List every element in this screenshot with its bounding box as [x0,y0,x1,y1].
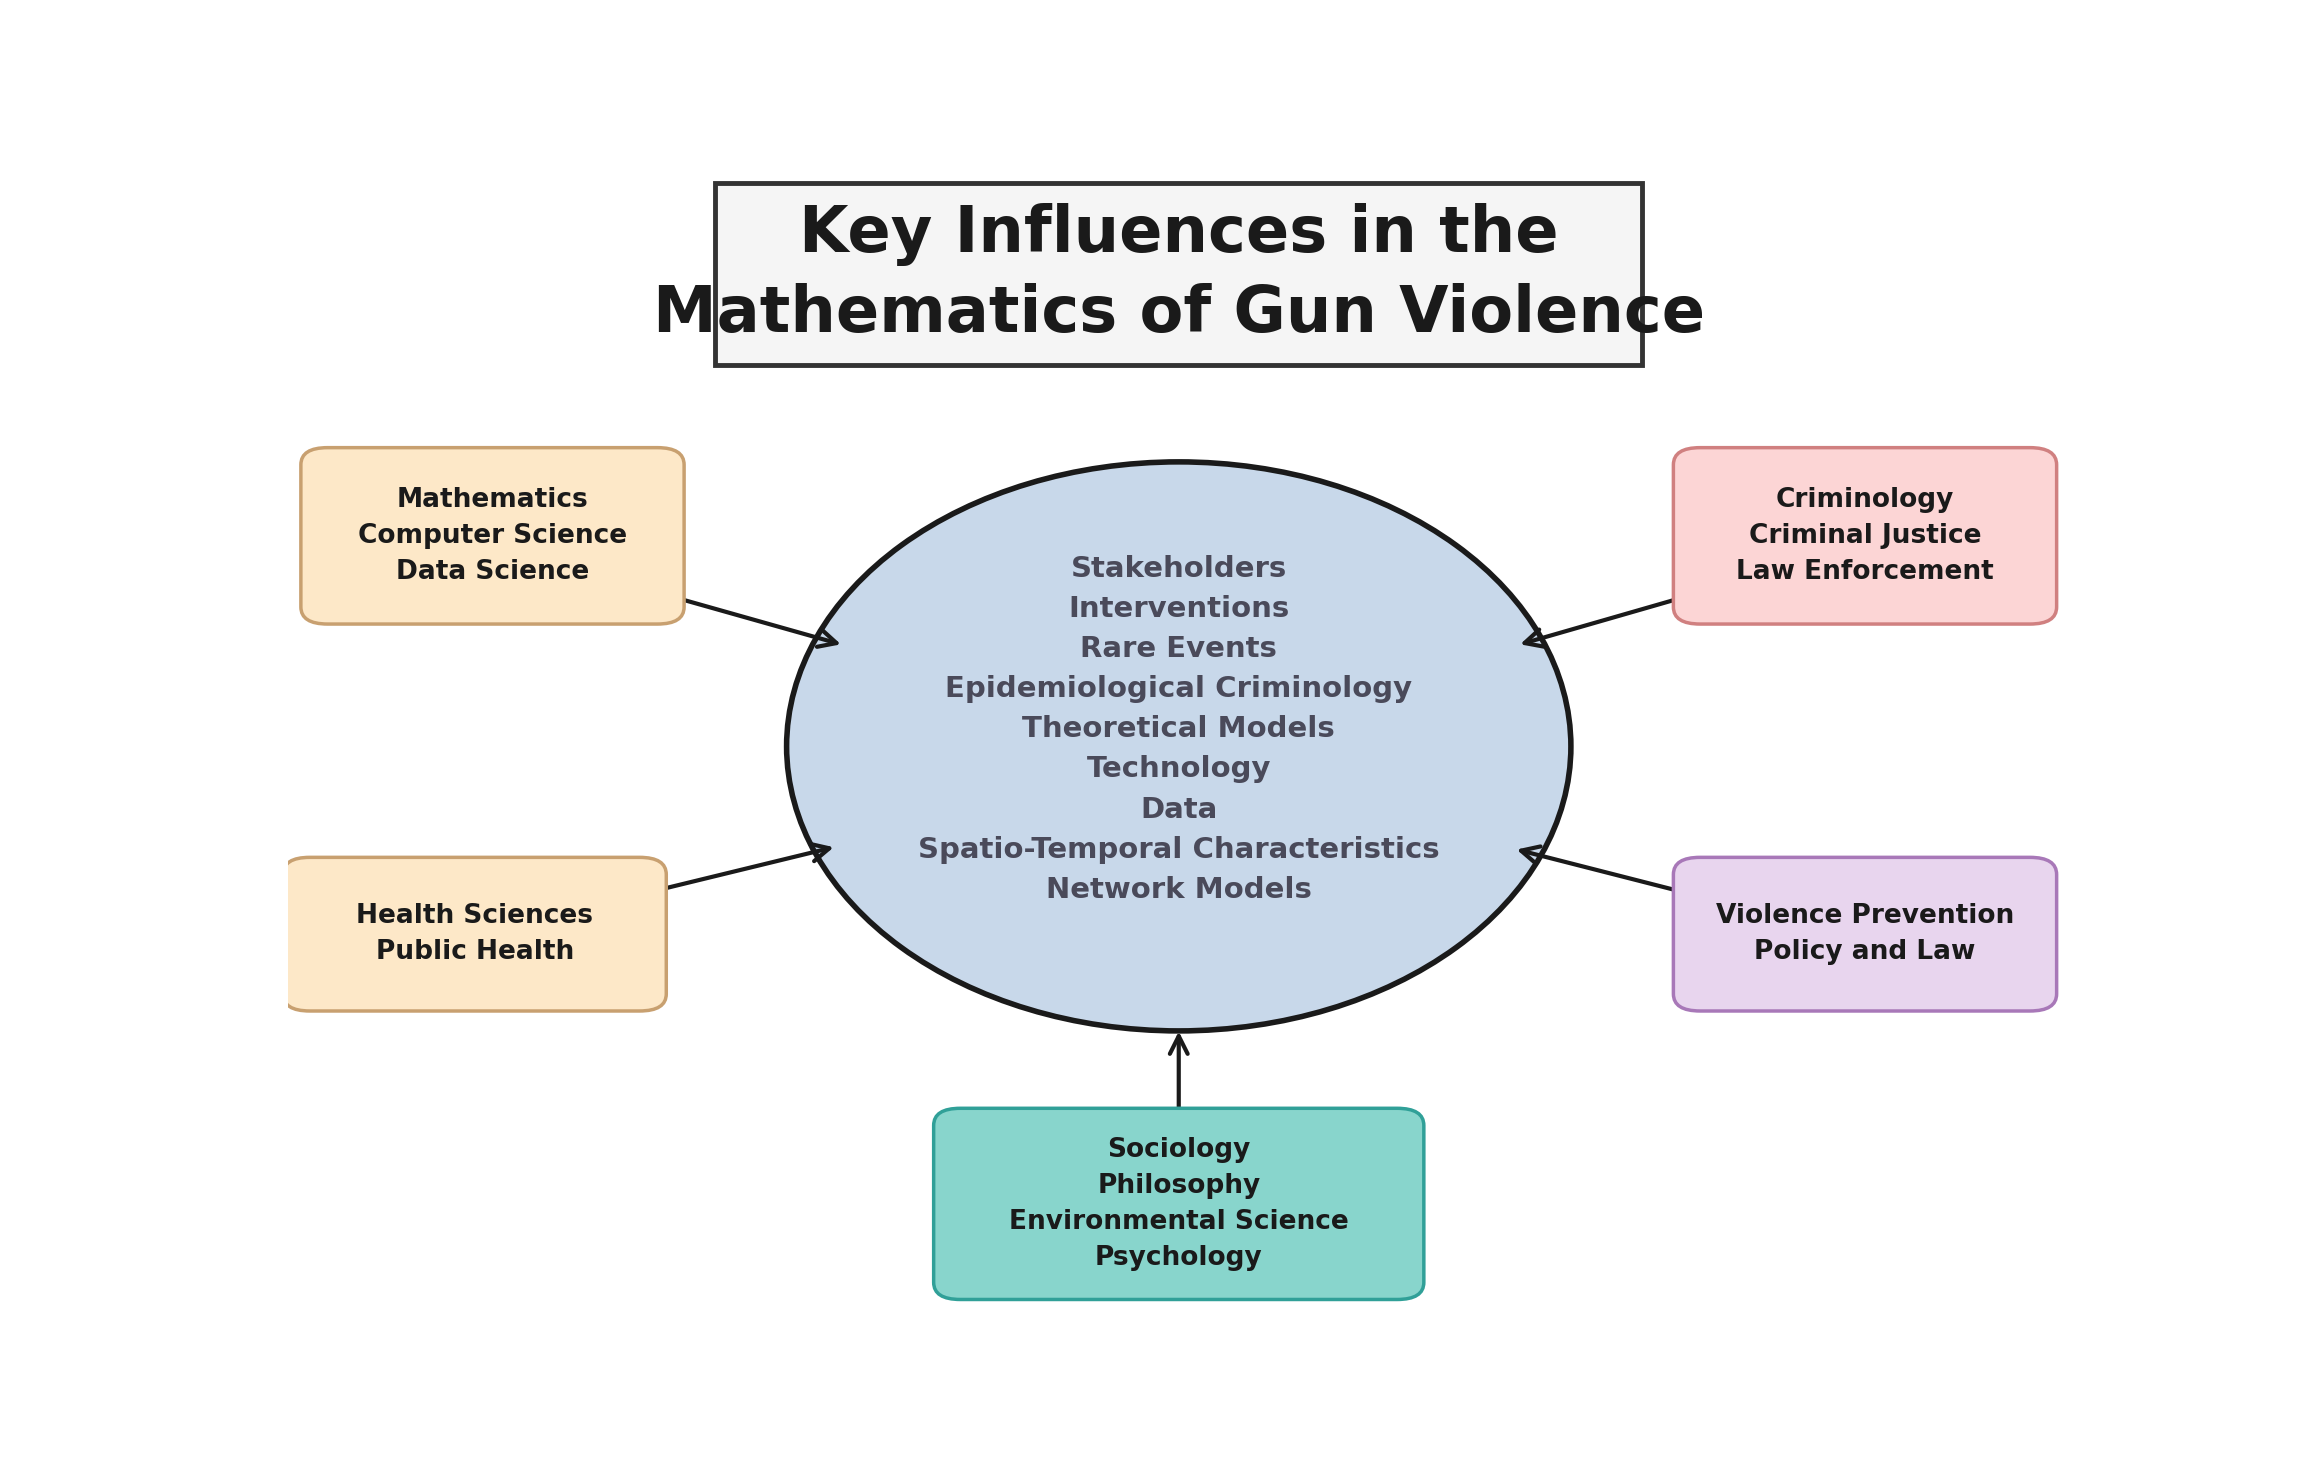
FancyBboxPatch shape [715,183,1642,365]
FancyBboxPatch shape [934,1108,1424,1299]
FancyBboxPatch shape [1674,448,2056,624]
Text: Key Influences in the
Mathematics of Gun Violence: Key Influences in the Mathematics of Gun… [653,202,1704,346]
FancyBboxPatch shape [283,857,667,1011]
Text: Criminology
Criminal Justice
Law Enforcement: Criminology Criminal Justice Law Enforce… [1736,486,1994,585]
Ellipse shape [787,461,1571,1032]
Text: Health Sciences
Public Health: Health Sciences Public Health [356,903,593,965]
Text: Sociology
Philosophy
Environmental Science
Psychology: Sociology Philosophy Environmental Scien… [1010,1137,1348,1271]
Text: Violence Prevention
Policy and Law: Violence Prevention Policy and Law [1716,903,2015,965]
FancyBboxPatch shape [1674,857,2056,1011]
FancyBboxPatch shape [301,448,683,624]
Text: Stakeholders
Interventions
Rare Events
Epidemiological Criminology
Theoretical M: Stakeholders Interventions Rare Events E… [918,554,1440,903]
Text: Mathematics
Computer Science
Data Science: Mathematics Computer Science Data Scienc… [359,486,628,585]
